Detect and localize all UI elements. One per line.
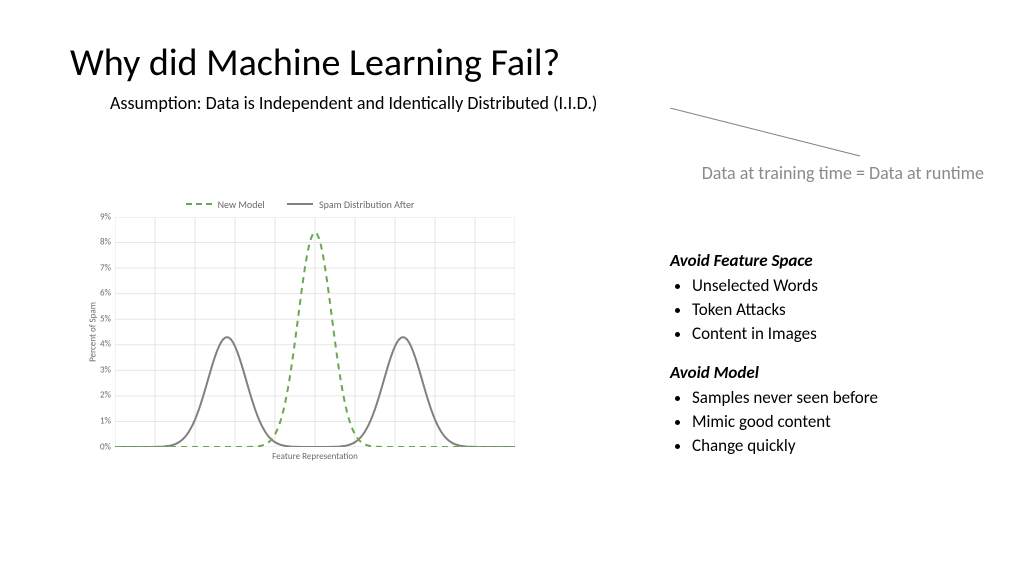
chart-xlabel: Feature Representation <box>85 451 515 462</box>
ytick-label: 0% <box>100 441 111 452</box>
chart-legend: New Model Spam Distribution After <box>85 195 515 211</box>
bullet-item: Samples never seen before <box>692 387 990 410</box>
chart: New Model Spam Distribution After Percen… <box>85 195 515 475</box>
legend-label-1: New Model <box>218 198 265 211</box>
bullet-item: Token Attacks <box>692 299 990 322</box>
ytick-label: 7% <box>100 262 111 273</box>
chart-plotbox: Percent of Spam 0%1%2%3%4%5%6%7%8%9% <box>85 217 515 447</box>
slide-title: Why did Machine Learning Fail? <box>70 40 560 86</box>
ytick-label: 3% <box>100 364 111 375</box>
legend-item-new-model: New Model <box>186 198 265 211</box>
bullet-list-2: Samples never seen before Mimic good con… <box>670 387 990 458</box>
slide: Why did Machine Learning Fail? Assumptio… <box>0 0 1024 576</box>
bullet-item: Content in Images <box>692 323 990 346</box>
legend-item-spam-after: Spam Distribution After <box>287 198 414 211</box>
bullet-heading-2: Avoid Model <box>670 362 990 385</box>
legend-swatch-dashed <box>186 203 212 205</box>
slide-subtitle: Assumption: Data is Independent and Iden… <box>110 92 597 114</box>
ytick-label: 9% <box>100 211 111 222</box>
chart-svg <box>115 217 515 447</box>
bullet-block: Avoid Feature Space Unselected Words Tok… <box>670 250 990 474</box>
ytick-label: 6% <box>100 288 111 299</box>
bullet-heading-1: Avoid Feature Space <box>670 250 990 273</box>
legend-swatch-solid <box>287 203 313 205</box>
ytick-label: 4% <box>100 339 111 350</box>
ytick-label: 1% <box>100 415 111 426</box>
bullet-list-1: Unselected Words Token Attacks Content i… <box>670 275 990 346</box>
bullet-item: Mimic good content <box>692 411 990 434</box>
chart-yticks: 0%1%2%3%4%5%6%7%8%9% <box>85 217 115 447</box>
callout-text: Data at training time = Data at runtime <box>702 162 984 184</box>
legend-label-2: Spam Distribution After <box>319 198 414 211</box>
ytick-label: 2% <box>100 390 111 401</box>
ytick-label: 5% <box>100 313 111 324</box>
ytick-label: 8% <box>100 237 111 248</box>
bullet-item: Change quickly <box>692 435 990 458</box>
chart-plot-area <box>115 217 515 447</box>
callout-connector <box>670 108 940 168</box>
bullet-item: Unselected Words <box>692 275 990 298</box>
